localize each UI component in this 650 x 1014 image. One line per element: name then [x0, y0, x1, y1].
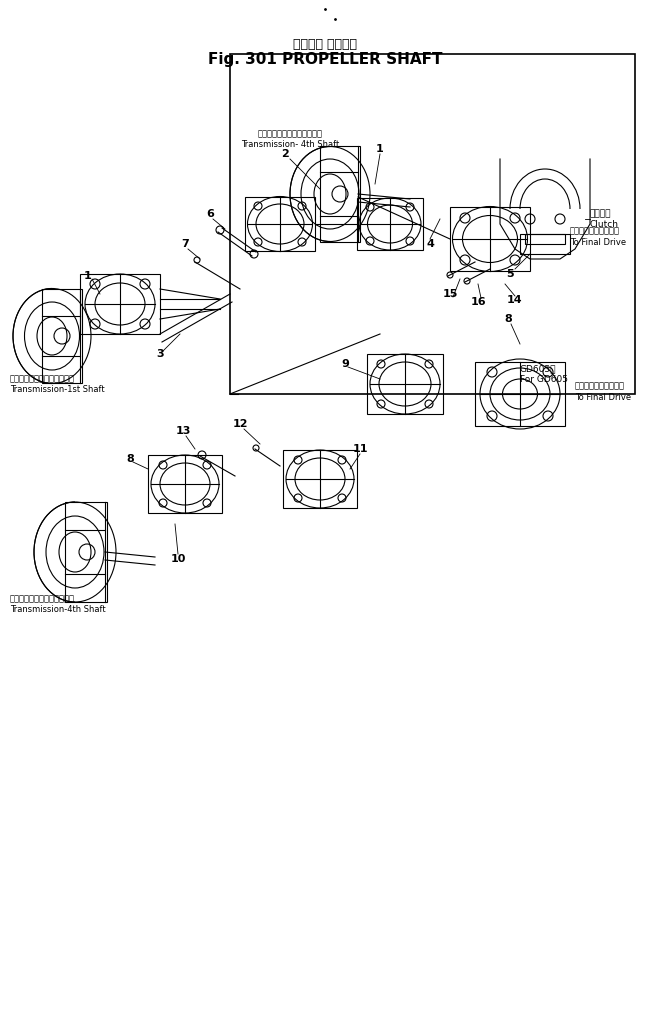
Text: To Final Drive: To Final Drive [570, 237, 626, 246]
Bar [245, 197, 315, 251]
Text: 9: 9 [341, 359, 349, 369]
Text: 14: 14 [507, 295, 523, 305]
Text: To Final Drive: To Final Drive [575, 392, 631, 402]
Text: クラッチ: クラッチ [590, 210, 612, 218]
Bar [80, 274, 160, 334]
Text: 11: 11 [352, 444, 368, 454]
Text: 15: 15 [442, 289, 458, 299]
Text: 12: 12 [232, 419, 248, 429]
Text: For GD605: For GD605 [520, 374, 568, 383]
Text: 4: 4 [426, 239, 434, 249]
Text: 8: 8 [504, 314, 512, 324]
Text: 13: 13 [176, 426, 190, 436]
Bar [65, 502, 107, 602]
Text: 2: 2 [281, 149, 289, 159]
Text: Clutch: Clutch [590, 219, 619, 228]
Text: トランスミッションシャフト: トランスミッションシャフト [257, 130, 322, 139]
Text: トランスミッションシャフト: トランスミッションシャフト [10, 374, 75, 383]
Bar [520, 234, 570, 254]
Text: GD605用: GD605用 [520, 364, 556, 373]
Bar [450, 207, 530, 271]
Bar [320, 146, 360, 242]
Bar [230, 54, 635, 394]
Bar [148, 455, 222, 513]
Text: 5: 5 [506, 269, 514, 279]
Text: 16: 16 [470, 297, 486, 307]
Text: Transmission-4th Shaft: Transmission-4th Shaft [10, 604, 106, 613]
Bar [357, 198, 423, 250]
Text: ファイナルドライブへ: ファイナルドライブへ [575, 381, 625, 390]
Bar [42, 289, 82, 383]
Bar [283, 450, 357, 508]
Bar [475, 362, 565, 426]
Text: 6: 6 [206, 209, 214, 219]
Text: 7: 7 [181, 239, 189, 249]
Text: 8: 8 [126, 454, 134, 464]
Text: 3: 3 [156, 349, 164, 359]
Text: 1: 1 [376, 144, 384, 154]
Text: 10: 10 [170, 554, 186, 564]
Text: Fig. 301 PROPELLER SHAFT: Fig. 301 PROPELLER SHAFT [208, 52, 442, 67]
Text: Transmission-1st Shaft: Transmission-1st Shaft [10, 384, 105, 393]
Bar [525, 234, 565, 244]
Text: トランスミッションシャフト: トランスミッションシャフト [10, 594, 75, 603]
Text: Transmission- 4th Shaft: Transmission- 4th Shaft [241, 140, 339, 148]
Bar [367, 354, 443, 414]
Text: 1: 1 [84, 271, 92, 281]
Text: プロペラ シャフト: プロペラ シャフト [293, 38, 357, 51]
Text: ファイナルドライブへ: ファイナルドライブへ [570, 226, 620, 235]
